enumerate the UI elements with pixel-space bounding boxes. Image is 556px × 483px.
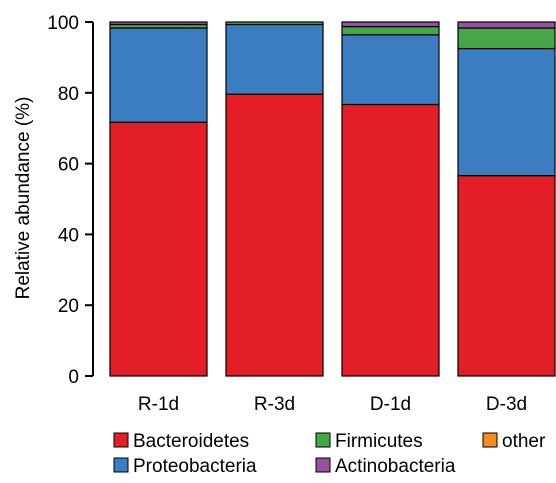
legend-swatch-bacteroidetes [113, 432, 129, 448]
y-tick-label: 20 [58, 296, 79, 317]
bar-segment-actinobacteria [109, 21, 208, 26]
bar-segment-proteobacteria [225, 23, 324, 95]
legend-swatch-other [482, 432, 498, 448]
bars-group [109, 21, 556, 377]
x-tick-labels: R-1d R-3d D-1d D-3d [138, 394, 527, 415]
bar-segment-firmicutes [457, 27, 556, 50]
y-ticks: 0 20 40 60 80 100 [47, 13, 93, 388]
bar-segment-firmicutes [225, 21, 324, 26]
x-tick-label: D-1d [370, 394, 411, 415]
bar-segment-actinobacteria [341, 21, 440, 28]
y-tick-label: 0 [68, 367, 79, 388]
bar-segment-actinobacteria [457, 21, 556, 29]
legend-label-firmicutes: Firmicutes [335, 431, 423, 452]
x-tick-label: R-1d [138, 394, 179, 415]
legend: Bacteroidetes Proteobacteria Firmicutes oth… [113, 431, 546, 477]
bar-segment-firmicutes [341, 26, 440, 36]
legend-label-other: other [502, 431, 546, 452]
y-tick-label: 60 [58, 155, 79, 176]
bar-segment-proteobacteria [457, 47, 556, 177]
x-tick-label: R-3d [254, 394, 295, 415]
legend-swatch-actinobacteria [315, 457, 331, 473]
legend-label-actinobacteria: Actinobacteria [335, 456, 456, 477]
y-tick-label: 80 [58, 84, 79, 105]
bar-segment-proteobacteria [341, 34, 440, 106]
legend-swatch-firmicutes [315, 432, 331, 448]
legend-label-bacteroidetes: Bacteroidetes [133, 431, 249, 452]
y-axis-title: Relative abundance (%) [13, 97, 34, 300]
bar-segment-bacteroidetes [225, 93, 324, 377]
legend-swatch-proteobacteria [113, 457, 129, 473]
bar-segment-bacteroidetes [457, 175, 556, 377]
y-tick-label: 40 [58, 225, 79, 246]
bar-segment-proteobacteria [109, 27, 208, 123]
bar-segment-bacteroidetes [341, 103, 440, 377]
bar-segment-bacteroidetes [109, 121, 208, 377]
x-tick-label: D-3d [486, 394, 527, 415]
legend-label-proteobacteria: Proteobacteria [133, 456, 257, 477]
y-tick-label: 100 [47, 13, 79, 34]
